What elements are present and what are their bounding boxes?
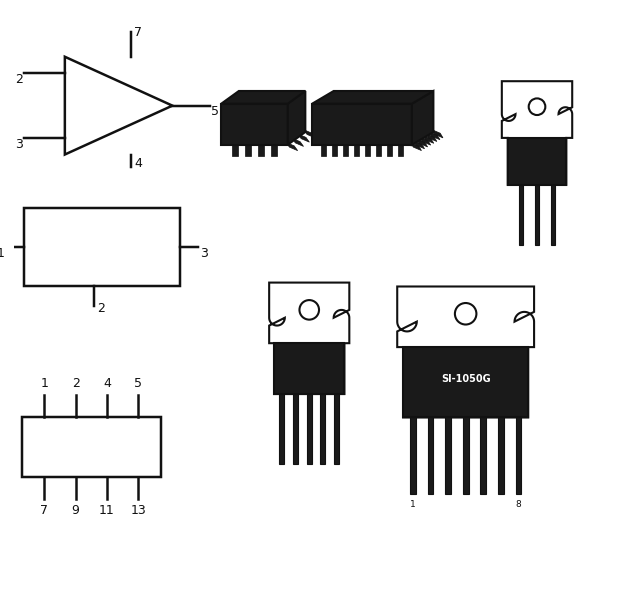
Polygon shape xyxy=(245,145,251,156)
Text: 2: 2 xyxy=(72,377,79,390)
Polygon shape xyxy=(365,145,370,156)
Bar xyxy=(321,394,326,464)
Polygon shape xyxy=(398,145,403,156)
Polygon shape xyxy=(271,145,278,156)
Bar xyxy=(551,185,556,245)
Polygon shape xyxy=(426,133,437,142)
Polygon shape xyxy=(502,81,572,185)
Polygon shape xyxy=(332,145,338,156)
Circle shape xyxy=(455,303,476,325)
Bar xyxy=(428,418,433,494)
Polygon shape xyxy=(412,91,433,145)
Polygon shape xyxy=(414,140,424,148)
Bar xyxy=(22,416,161,477)
Text: 7: 7 xyxy=(41,503,48,516)
Polygon shape xyxy=(286,142,298,151)
Bar xyxy=(293,394,298,464)
Polygon shape xyxy=(422,135,434,144)
Polygon shape xyxy=(432,130,443,138)
Bar xyxy=(274,343,344,394)
Bar xyxy=(498,418,504,494)
Text: 2: 2 xyxy=(97,302,105,315)
Bar xyxy=(334,394,339,464)
Circle shape xyxy=(529,99,546,115)
Bar xyxy=(516,418,521,494)
Text: 2: 2 xyxy=(15,73,22,86)
Text: 13: 13 xyxy=(130,503,146,516)
Polygon shape xyxy=(376,145,381,156)
Polygon shape xyxy=(312,91,433,103)
Polygon shape xyxy=(398,286,534,418)
Text: 4: 4 xyxy=(103,377,111,390)
Polygon shape xyxy=(221,91,306,103)
Polygon shape xyxy=(65,57,173,155)
Polygon shape xyxy=(321,145,326,156)
Polygon shape xyxy=(343,145,348,156)
Polygon shape xyxy=(292,138,304,147)
Bar xyxy=(24,208,180,286)
Text: 8: 8 xyxy=(516,500,521,509)
Polygon shape xyxy=(420,137,431,145)
Bar xyxy=(508,138,566,185)
Bar xyxy=(445,418,451,494)
Polygon shape xyxy=(387,145,392,156)
Bar xyxy=(462,418,469,494)
Bar xyxy=(403,347,528,418)
Polygon shape xyxy=(304,129,315,138)
Text: 5: 5 xyxy=(134,377,142,390)
Polygon shape xyxy=(258,145,264,156)
Text: 1: 1 xyxy=(41,377,48,390)
Bar xyxy=(410,418,416,494)
Polygon shape xyxy=(288,91,306,145)
Text: 11: 11 xyxy=(99,503,115,516)
Polygon shape xyxy=(429,132,440,140)
Bar xyxy=(403,347,528,418)
Text: 4: 4 xyxy=(134,157,142,170)
Polygon shape xyxy=(312,103,412,145)
Bar xyxy=(481,418,486,494)
Bar xyxy=(508,138,566,185)
Circle shape xyxy=(299,300,319,320)
Text: 5: 5 xyxy=(211,105,219,118)
Text: SI-1050G: SI-1050G xyxy=(441,374,491,384)
Polygon shape xyxy=(298,134,309,142)
Bar xyxy=(534,185,539,245)
Polygon shape xyxy=(411,142,421,150)
Bar xyxy=(307,394,312,464)
Polygon shape xyxy=(221,103,288,145)
Bar xyxy=(274,343,344,394)
Text: 7: 7 xyxy=(134,26,142,39)
Polygon shape xyxy=(269,283,349,394)
Text: 3: 3 xyxy=(15,138,22,151)
Text: 1: 1 xyxy=(410,500,416,509)
Text: 3: 3 xyxy=(200,247,208,260)
Polygon shape xyxy=(417,139,428,147)
Bar xyxy=(519,185,523,245)
Text: 1: 1 xyxy=(0,247,4,260)
Bar xyxy=(279,394,284,464)
Text: 9: 9 xyxy=(72,503,79,516)
Polygon shape xyxy=(354,145,359,156)
Polygon shape xyxy=(232,145,238,156)
